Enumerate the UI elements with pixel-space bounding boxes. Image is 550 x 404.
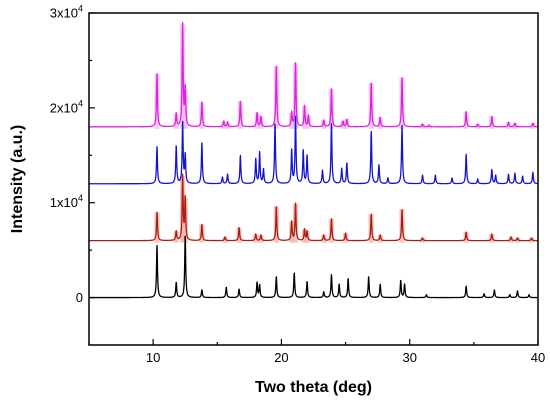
series-2-peak-17-highlight xyxy=(342,233,349,243)
series-4-peak-10-highlight xyxy=(258,116,264,129)
series-4-peak-27-highlight xyxy=(489,116,495,129)
series-4-peak-7-highlight xyxy=(224,122,231,129)
series-4-peak-21-highlight xyxy=(377,117,383,129)
x-tick-label: 40 xyxy=(531,350,545,365)
series-4-peak-30-highlight xyxy=(530,123,536,129)
series-4-peak-18-highlight xyxy=(340,121,346,129)
series-layer xyxy=(88,21,539,299)
y-tick-label: 1x104 xyxy=(50,193,83,210)
series-2-peak-23-highlight xyxy=(489,234,495,243)
highlight-layer xyxy=(154,24,536,243)
series-2-peak-6-highlight xyxy=(222,236,228,243)
series-2-peak-21-highlight xyxy=(419,237,426,243)
series-1-line xyxy=(88,235,539,299)
series-2-peak-25-highlight xyxy=(514,237,521,243)
series-2-peak-19-highlight xyxy=(377,234,383,243)
series-4-peak-4-highlight xyxy=(182,88,188,129)
series-4-peak-28-highlight xyxy=(505,122,512,129)
series-4-peak-9-highlight xyxy=(254,112,260,129)
series-4-peak-12-highlight xyxy=(289,112,295,129)
series-2-peak-24-highlight xyxy=(508,236,514,243)
series-2-peak-4-highlight xyxy=(182,197,188,243)
series-2-peak-7-highlight xyxy=(236,227,242,243)
series-4-peak-6-highlight xyxy=(221,121,227,129)
series-4-peak-26-highlight xyxy=(475,123,481,129)
series-4-peak-25-highlight xyxy=(463,111,469,129)
series-2-peak-11-highlight xyxy=(289,221,295,243)
series-4-peak-16-highlight xyxy=(321,120,327,129)
x-tick-label: 30 xyxy=(402,350,416,365)
series-4-peak-19-highlight xyxy=(344,119,350,129)
y-tick-label: 0 xyxy=(76,290,83,305)
x-tick-label: 20 xyxy=(274,350,288,365)
x-axis-title: Two theta (deg) xyxy=(255,379,372,396)
y-axis-title: Intensity (a.u.) xyxy=(9,125,26,233)
axes-layer: 10 20 30 40 0 1x104 2x104 3x104 xyxy=(50,4,545,366)
series-4-peak-14-highlight xyxy=(301,105,308,129)
y-tick-label: 3x104 xyxy=(50,4,83,21)
series-2-peak-2-highlight xyxy=(173,231,179,243)
series-4-peak-2-highlight xyxy=(173,113,179,129)
series-2-peak-8-highlight xyxy=(253,234,259,243)
y-tick-label: 2x104 xyxy=(50,98,83,115)
series-2-line xyxy=(88,173,539,242)
series-2-peak-22-highlight xyxy=(463,232,469,243)
x-tick-label: 10 xyxy=(146,350,160,365)
series-3-line xyxy=(88,115,539,185)
series-4-peak-23-highlight xyxy=(419,123,426,129)
series-4-peak-29-highlight xyxy=(512,123,518,129)
series-2-peak-9-highlight xyxy=(258,234,264,243)
series-2-peak-14-highlight xyxy=(304,231,310,243)
series-4-line xyxy=(88,21,539,128)
series-4-peak-24-highlight xyxy=(426,124,432,129)
series-2-peak-15-highlight xyxy=(321,234,327,243)
series-4-peak-15-highlight xyxy=(305,115,311,129)
series-2-peak-5-highlight xyxy=(199,224,205,243)
plot-frame xyxy=(88,12,539,346)
series-2-peak-26-highlight xyxy=(528,237,535,243)
